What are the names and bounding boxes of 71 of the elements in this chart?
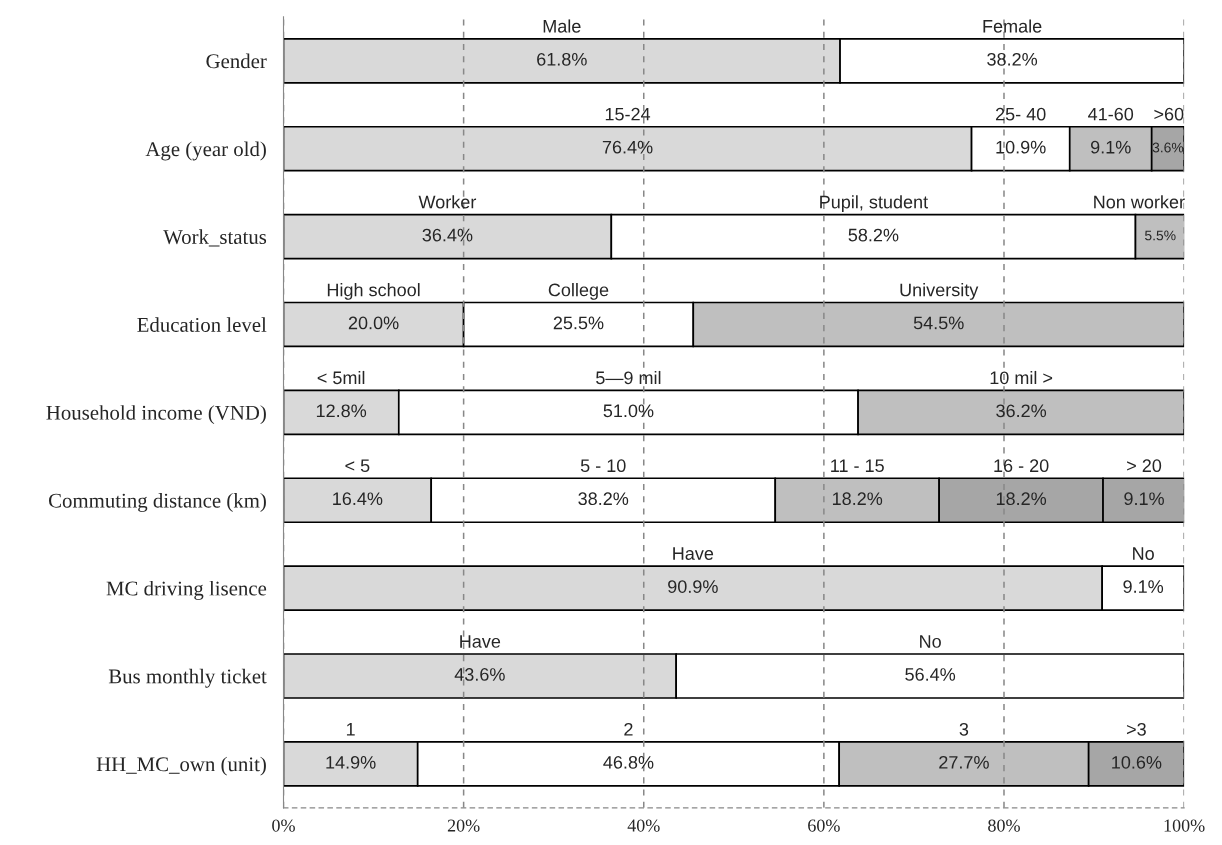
annotation: >60 <box>1154 107 1184 121</box>
annotation: Worker <box>418 195 477 209</box>
annotation: High school <box>327 283 420 300</box>
annotation: 5 - 10 <box>580 459 626 473</box>
data-label: 14.9% <box>326 755 376 769</box>
data-label: 9.1% <box>1090 140 1131 154</box>
data-label: 10.9% <box>996 140 1046 154</box>
data-label: 76.4% <box>602 140 653 154</box>
annotation: University <box>900 283 979 300</box>
annotation: 41-60 <box>1088 107 1134 121</box>
data-label: 3.6% <box>1152 142 1184 153</box>
y-tick-label: Gender <box>206 53 267 69</box>
data-label: 9.1% <box>1123 580 1164 593</box>
data-label: 61.8% <box>537 52 587 66</box>
x-tick-label: 60% <box>808 819 840 832</box>
data-label: 25.5% <box>553 316 604 330</box>
y-tick-label: Education level <box>137 317 267 332</box>
data-label: 38.2% <box>578 492 629 506</box>
data-label: 36.2% <box>996 404 1047 418</box>
annotation: Have <box>460 635 501 648</box>
data-label: 20.0% <box>348 316 399 330</box>
annotation: 11 - 15 <box>831 459 884 473</box>
data-label: 27.7% <box>939 755 989 769</box>
data-label: 38.2% <box>987 52 1038 66</box>
data-label: 46.8% <box>603 755 654 769</box>
data-label: 90.9% <box>668 580 718 593</box>
y-tick-label: Age (year old) <box>145 141 266 161</box>
annotation: Non worker <box>1094 195 1185 209</box>
x-tick-label: 0% <box>272 819 295 832</box>
annotation: Female <box>983 19 1042 33</box>
data-label: 16.4% <box>333 492 383 506</box>
annotation: >3 <box>1126 722 1146 736</box>
x-tick-label: 100% <box>1164 819 1205 832</box>
annotation: < 5 <box>345 459 370 473</box>
annotation: 5—9 mil <box>596 370 661 385</box>
annotation: Have <box>673 547 714 560</box>
data-label: 56.4% <box>905 668 956 681</box>
x-tick-label: 20% <box>447 819 480 832</box>
annotation: 15-24 <box>605 107 651 121</box>
x-tick-label: 80% <box>988 819 1020 832</box>
data-label: 10.6% <box>1112 755 1162 769</box>
y-tick-label: Work_status <box>163 229 267 247</box>
annotation: 10 mil > <box>990 370 1053 385</box>
data-label: 58.2% <box>848 228 899 242</box>
y-tick-label: MC driving lisence <box>106 580 267 600</box>
annotation: 25- 40 <box>995 107 1046 121</box>
y-tick-label: Bus monthly ticket <box>108 668 267 688</box>
data-label: 43.6% <box>454 668 505 681</box>
data-label: 36.4% <box>422 228 473 242</box>
data-label: 18.2% <box>832 492 883 506</box>
annotation: < 5mil <box>317 370 365 385</box>
annotation: 3 <box>959 722 969 736</box>
data-label: 12.8% <box>316 404 367 418</box>
x-tick-label: 40% <box>627 819 660 832</box>
y-tick-label: Commuting distance (km) <box>48 493 266 512</box>
data-label: 51.0% <box>603 404 654 418</box>
annotation: 1 <box>346 723 355 736</box>
y-tick-label: HH_MC_own (unit) <box>96 756 266 776</box>
data-label: 18.2% <box>996 492 1047 506</box>
data-label: 9.1% <box>1124 492 1164 506</box>
annotation: No <box>1133 547 1154 560</box>
data-label: 5.5% <box>1144 230 1176 241</box>
annotation: > 20 <box>1127 459 1162 473</box>
annotation: College <box>548 283 609 300</box>
y-tick-label: Household income (VND) <box>46 405 266 425</box>
annotation: Pupil, student <box>820 195 928 212</box>
annotation: No <box>920 635 941 648</box>
annotation: 16 - 20 <box>994 459 1049 473</box>
data-label: 54.5% <box>913 316 964 330</box>
annotation: 2 <box>624 722 633 736</box>
annotation: Male <box>543 19 581 33</box>
